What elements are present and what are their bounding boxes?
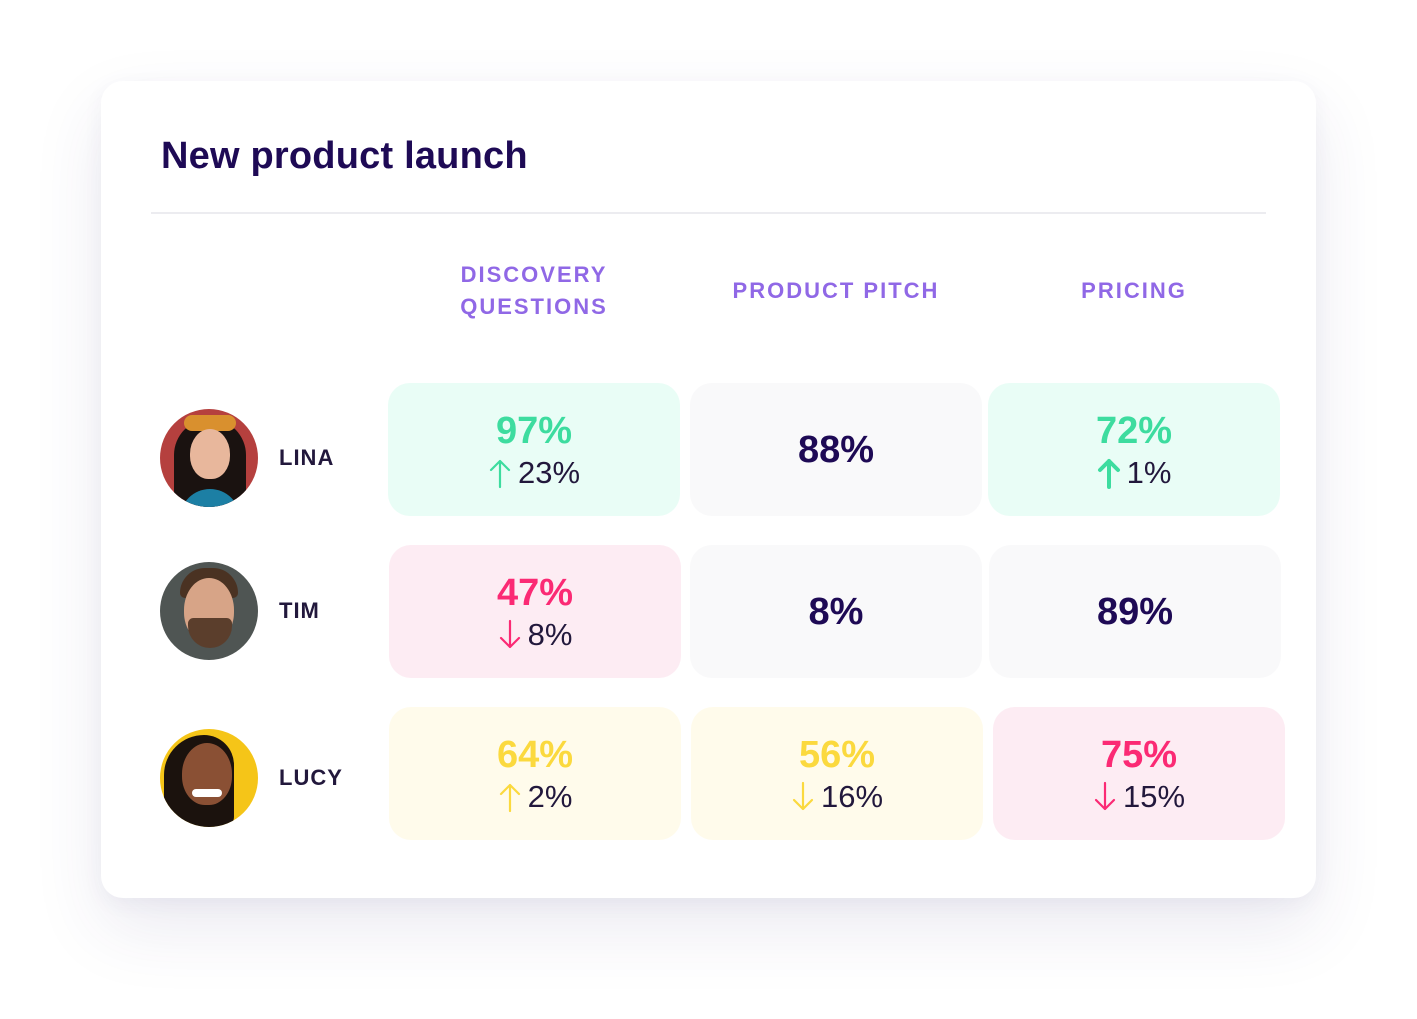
score-cell: 72% 1%	[988, 383, 1280, 516]
avatar-lina	[160, 409, 258, 507]
column-header-product-pitch: PRODUCT PITCH	[690, 257, 982, 325]
person-name: LUCY	[279, 765, 343, 790]
score-value: 64%	[496, 733, 574, 776]
score-cell: 88%	[690, 383, 982, 516]
title-divider	[151, 212, 1266, 214]
score-delta: 16%	[791, 779, 883, 815]
score-value: 8%	[808, 590, 864, 633]
score-value: 97%	[495, 409, 573, 452]
score-delta-value: 8%	[527, 616, 573, 652]
score-cell: 47% 8%	[389, 545, 681, 678]
arrow-down-icon	[1094, 781, 1116, 810]
person-name: LINA	[279, 445, 335, 470]
score-delta: 23%	[488, 455, 580, 491]
page-title: New product launch	[161, 135, 528, 177]
score-cell: 64% 2%	[389, 707, 681, 840]
column-header-line: PRICING	[1081, 278, 1187, 303]
score-value: 88%	[797, 428, 875, 471]
column-header-line: QUESTIONS	[460, 294, 608, 319]
score-value: 75%	[1100, 733, 1178, 776]
score-delta: 8%	[498, 616, 573, 653]
score-value: 56%	[798, 733, 876, 776]
score-delta-value: 1%	[1126, 454, 1172, 490]
score-value: 89%	[1096, 590, 1174, 633]
arrow-down-icon	[499, 619, 520, 648]
score-value: 72%	[1095, 409, 1173, 452]
column-header-line: DISCOVERY	[460, 262, 608, 287]
person-row-tim: TIM	[160, 562, 320, 660]
column-header-discovery-questions: DISCOVERY QUESTIONS	[388, 257, 680, 325]
arrow-down-icon	[792, 781, 814, 810]
score-delta: 1%	[1097, 454, 1172, 491]
score-cell: 97% 23%	[388, 383, 680, 516]
column-header-pricing: PRICING	[988, 257, 1280, 325]
score-delta-value: 15%	[1122, 778, 1186, 814]
score-delta-value: 16%	[820, 778, 884, 814]
arrow-up-icon	[499, 783, 520, 812]
score-value: 47%	[496, 571, 574, 614]
avatar-tim	[160, 562, 258, 660]
score-cell: 56% 16%	[691, 707, 983, 840]
score-cell: 75% 15%	[993, 707, 1285, 840]
arrow-up-icon	[1097, 458, 1120, 489]
score-delta-value: 23%	[517, 454, 581, 490]
score-delta-value: 2%	[527, 778, 573, 814]
avatar-lucy	[160, 729, 258, 827]
scorecard-panel: New product launch DISCOVERY QUESTIONS P…	[101, 81, 1316, 898]
person-row-lucy: LUCY	[160, 729, 343, 827]
score-delta: 2%	[498, 778, 573, 815]
person-name: TIM	[279, 598, 320, 623]
column-header-line: PRODUCT PITCH	[732, 278, 940, 303]
score-cell: 89%	[989, 545, 1281, 678]
score-delta: 15%	[1093, 779, 1185, 815]
score-cell: 8%	[690, 545, 982, 678]
person-row-lina: LINA	[160, 409, 334, 507]
arrow-up-icon	[489, 459, 511, 488]
